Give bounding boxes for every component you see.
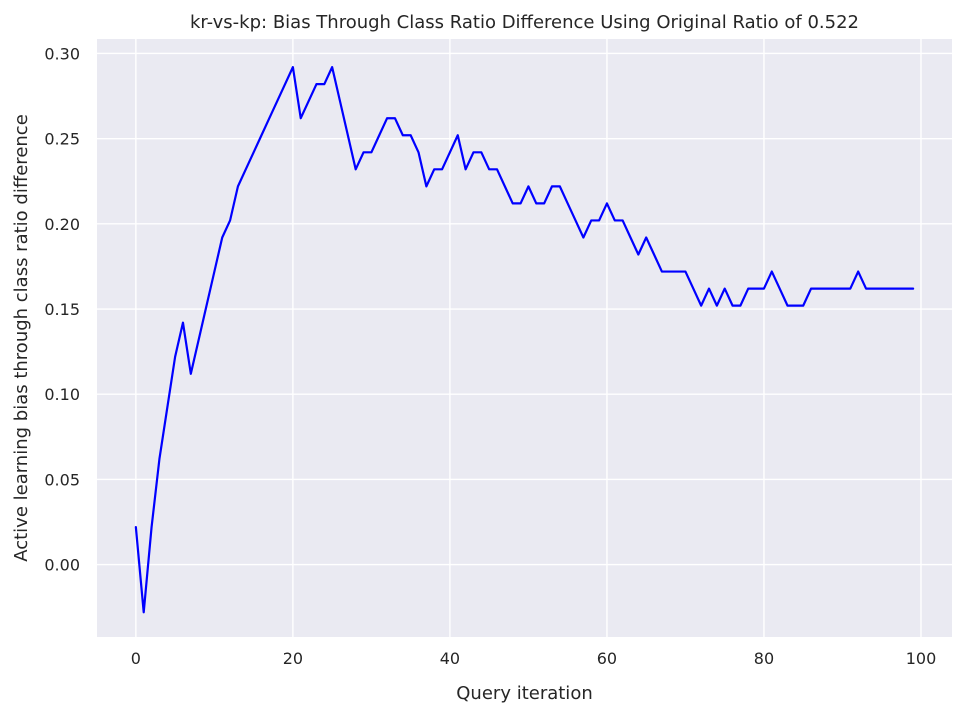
y-tick-label: 0.25 (44, 130, 80, 149)
x-axis-ticks: 0 20 40 60 80 100 (131, 649, 936, 668)
series-lines (134, 66, 915, 614)
grid-lines (97, 39, 952, 637)
chart-title: kr-vs-kp: Bias Through Class Ratio Diffe… (190, 12, 859, 33)
x-axis-label: Query iteration (456, 683, 592, 704)
y-tick-label: 0.00 (44, 556, 80, 575)
y-axis-label: Active learning bias through class ratio… (11, 114, 32, 562)
x-tick-label: 20 (283, 649, 303, 668)
y-tick-label: 0.05 (44, 470, 80, 489)
x-tick-label: 0 (131, 649, 141, 668)
y-tick-label: 0.30 (44, 44, 80, 63)
x-tick-label: 80 (754, 649, 774, 668)
plot-background (97, 39, 952, 637)
x-tick-label: 100 (906, 649, 937, 668)
y-tick-label: 0.10 (44, 385, 80, 404)
series-line (134, 66, 915, 614)
y-tick-label: 0.15 (44, 300, 80, 319)
y-axis-ticks: 0.00 0.05 0.10 0.15 0.20 0.25 0.30 (44, 44, 80, 574)
y-tick-label: 0.20 (44, 215, 80, 234)
x-tick-label: 40 (440, 649, 460, 668)
x-tick-label: 60 (597, 649, 617, 668)
